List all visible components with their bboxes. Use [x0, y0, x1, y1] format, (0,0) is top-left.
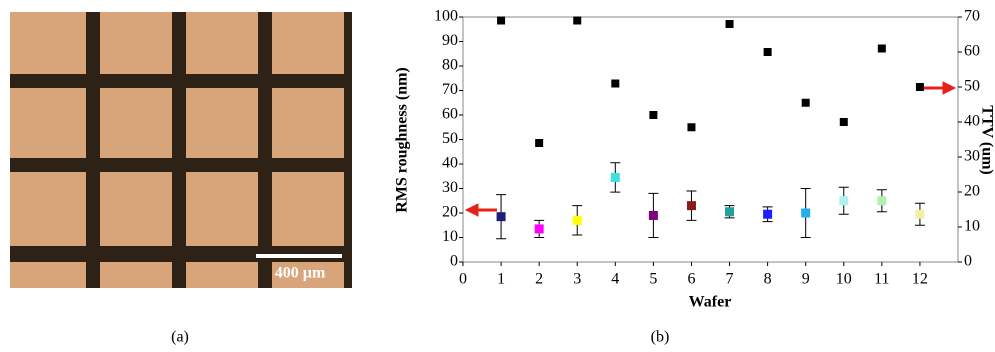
x-tick-label: 4 [611, 271, 619, 288]
right-arrow [920, 82, 955, 94]
y-tick-label: 10 [442, 228, 458, 245]
x-tick-label: 0 [459, 271, 467, 288]
caption: (a) [171, 329, 189, 346]
y2-tick-label: 40 [964, 113, 980, 130]
point [649, 111, 657, 119]
point [726, 208, 734, 216]
y-tick-label: 100 [434, 8, 458, 25]
y2-tick-label: 70 [964, 8, 980, 25]
x-tick-label: 3 [573, 271, 581, 288]
x-tick-label: 1 [497, 271, 505, 288]
y2-tick-label: 20 [964, 183, 980, 200]
y-tick-label: 20 [442, 204, 458, 221]
y-tick-label: 60 [442, 106, 458, 123]
point [497, 17, 505, 25]
scale-bar-label: 400 µm [275, 265, 326, 282]
x-tick-label: 9 [802, 271, 810, 288]
x-tick-label: 2 [535, 271, 543, 288]
x-tick-label: 6 [687, 271, 695, 288]
y2-tick-label: 50 [964, 78, 980, 95]
point [535, 225, 543, 233]
point [726, 20, 734, 28]
point [764, 210, 772, 218]
y2-tick-label: 60 [964, 43, 980, 60]
left-arrow [466, 204, 497, 216]
point [497, 213, 505, 221]
micrograph: 400 µm [10, 12, 352, 288]
point [802, 209, 810, 217]
point [878, 197, 886, 205]
point [878, 45, 886, 53]
point [916, 83, 924, 91]
y2-tick-label: 0 [964, 253, 972, 270]
point [764, 48, 772, 56]
x-tick-label: 7 [726, 271, 734, 288]
x-axis-title: Wafer [689, 294, 732, 311]
point [573, 17, 581, 25]
caption: (b) [651, 329, 670, 346]
point [687, 123, 695, 131]
y-tick-label: 80 [442, 57, 458, 74]
point [687, 202, 695, 210]
x-tick-label: 5 [649, 271, 657, 288]
x-tick-label: 12 [912, 271, 928, 288]
point [802, 99, 810, 107]
y2-tick-label: 30 [964, 148, 980, 165]
x-tick-label: 11 [874, 271, 889, 288]
point [611, 80, 619, 88]
point [840, 197, 848, 205]
point [535, 139, 543, 147]
y-tick-label: 40 [442, 155, 458, 172]
point [840, 118, 848, 126]
y-tick-label: 50 [442, 130, 458, 147]
point [649, 211, 657, 219]
y-tick-label: 0 [450, 253, 458, 270]
y-tick-label: 90 [442, 32, 458, 49]
figure: 400 µm (a) (b) Wafer RMS roughness (nm) … [0, 0, 995, 352]
point [573, 216, 581, 224]
y-tick-label: 30 [442, 179, 458, 196]
x-tick-label: 8 [764, 271, 772, 288]
y2-tick-label: 10 [964, 218, 980, 235]
y-tick-label: 70 [442, 81, 458, 98]
point [916, 210, 924, 218]
point [611, 173, 619, 181]
x-tick-label: 10 [836, 271, 852, 288]
y-axis-title: RMS roughness (nm) [394, 67, 411, 213]
y2-axis-title: TTV (um) [978, 105, 995, 175]
